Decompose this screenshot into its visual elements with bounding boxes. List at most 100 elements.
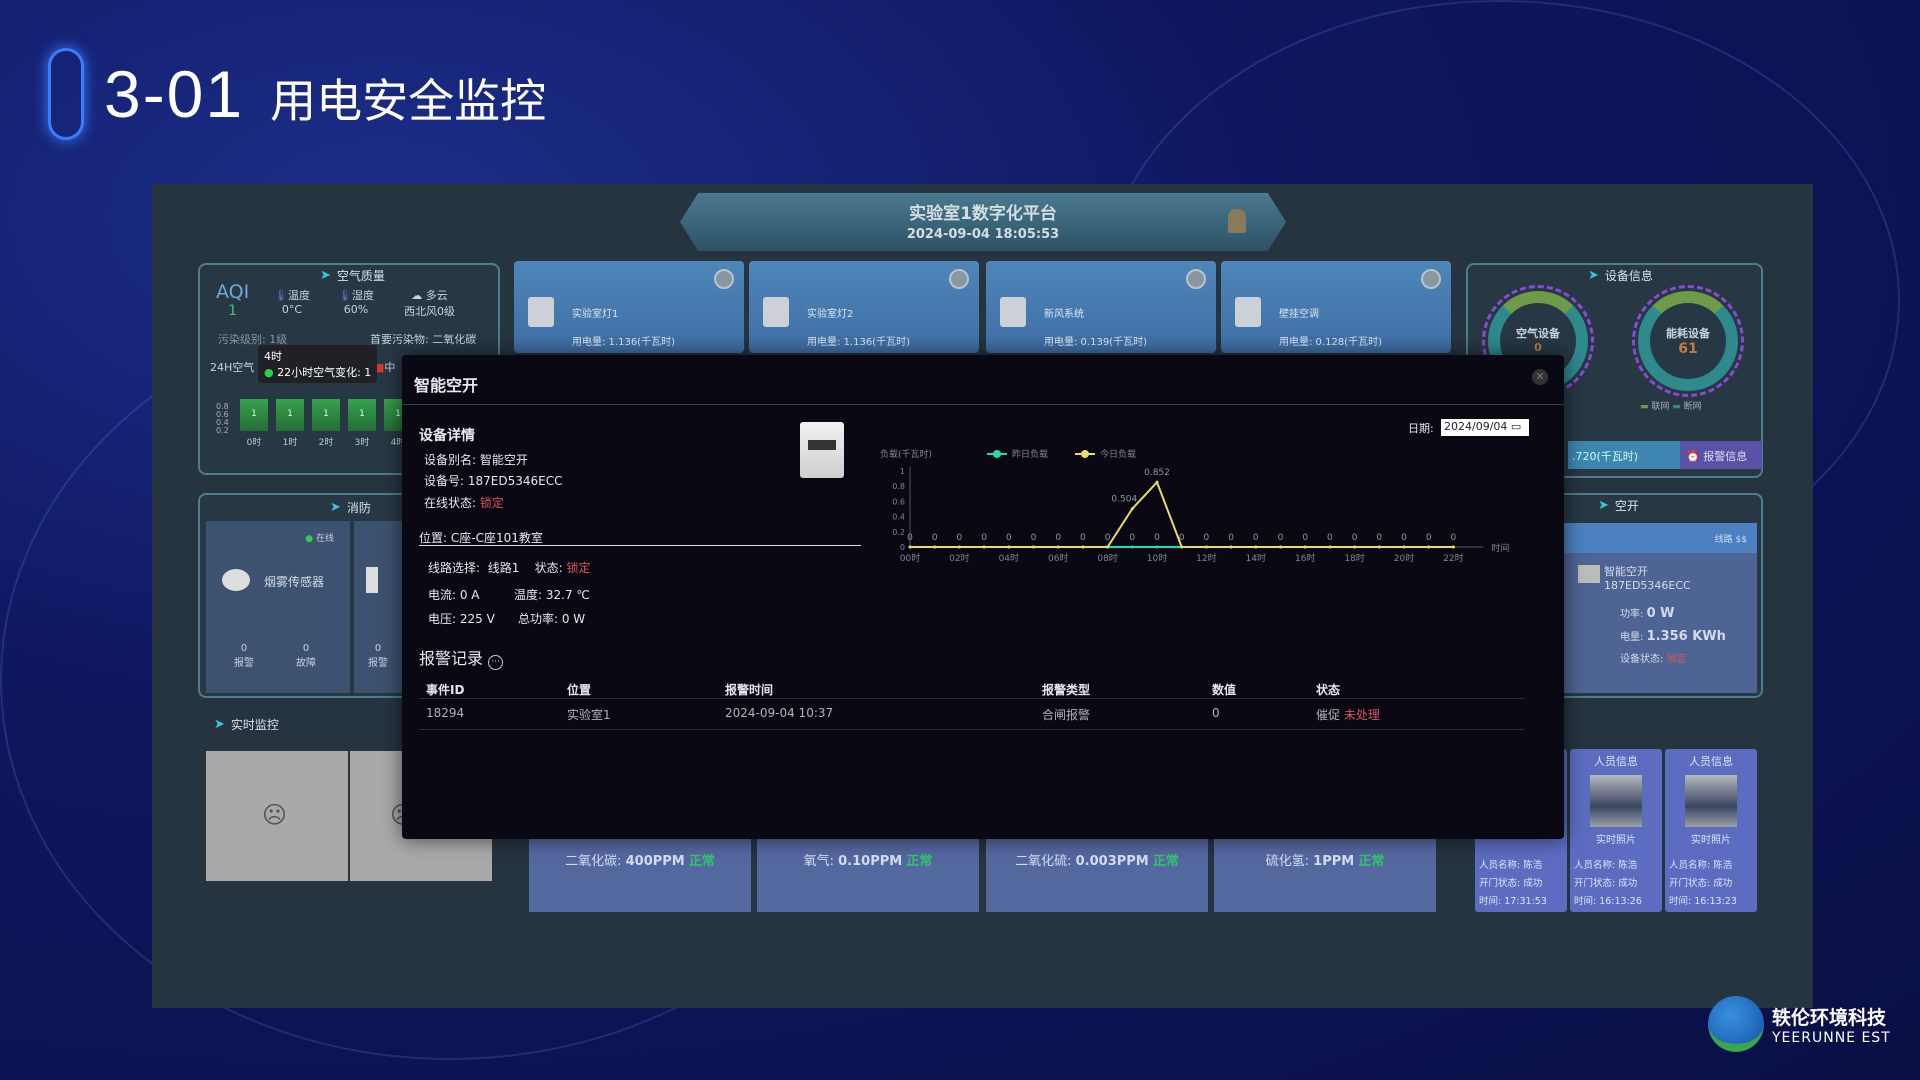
alarm-info-button[interactable]: ⏰ 报警信息 — [1680, 441, 1762, 469]
device-usage: 用电量: 0.128(千瓦时) — [1279, 337, 1382, 348]
device-usage: 用电量: 0.139(千瓦时) — [1044, 337, 1147, 348]
data-point[interactable] — [1279, 545, 1282, 549]
slide-number: 3-01 — [104, 57, 245, 131]
data-point[interactable] — [1130, 507, 1134, 511]
legend-marker[interactable] — [1081, 450, 1089, 458]
breaker-device-icon — [800, 422, 844, 478]
total-energy: .720(千瓦时) — [1568, 441, 1680, 469]
more-icon[interactable]: ··· — [488, 655, 504, 670]
panel-title: 消防 — [346, 501, 371, 515]
data-point[interactable] — [1081, 545, 1085, 549]
x-axis-label: 时间 — [1491, 542, 1509, 554]
data-label: 0 — [1253, 533, 1259, 543]
data-label: 0 — [1401, 533, 1407, 543]
data-point[interactable] — [1353, 545, 1357, 549]
power-icon[interactable] — [714, 269, 734, 289]
humidity-value: 60% — [343, 303, 369, 316]
y-tick-label: 0.6 — [892, 497, 905, 506]
device-name: 实验室灯1 — [572, 309, 619, 320]
y-tick: 0.8 — [216, 402, 229, 411]
y-tick: 0.6 — [216, 410, 229, 419]
gas-status: 正常 — [1358, 854, 1385, 869]
x-tick-label: 12时 — [1196, 552, 1216, 564]
modal-title: 智能空开 — [414, 376, 479, 395]
sensor-name: 烟雾传感器 — [264, 575, 325, 589]
data-point[interactable] — [1254, 545, 1258, 549]
legend-partial: 中 — [384, 361, 396, 374]
alarm-light-icon[interactable] — [1228, 209, 1246, 233]
table-cell: 合闸报警 — [1042, 708, 1091, 722]
air-yticks: 0.8 0.6 0.4 0.2 — [216, 403, 229, 435]
air-bar-group: 1 0时 — [240, 399, 268, 448]
data-point[interactable] — [1328, 545, 1332, 549]
data-point[interactable] — [1427, 545, 1431, 549]
data-point[interactable] — [1377, 545, 1381, 549]
gas-value: 0.003PPM — [1075, 854, 1149, 869]
data-point[interactable] — [1007, 545, 1011, 549]
y-tick-label: 0.4 — [892, 513, 905, 522]
location: 位置: C座-C座101教室 — [419, 531, 543, 545]
person-name: 人员名称: 陈浩 — [1479, 860, 1543, 871]
data-point[interactable] — [1204, 545, 1208, 549]
data-label: 0 — [957, 533, 963, 543]
data-point[interactable] — [957, 545, 961, 549]
data-point[interactable] — [908, 545, 912, 549]
x-tick-label: 18时 — [1344, 552, 1364, 564]
person-card[interactable]: 人员信息 实时照片 人员名称: 陈浩 开门状态: 成功 时间: 16:13:23 — [1665, 749, 1757, 912]
person-door: 开门状态: 成功 — [1479, 878, 1543, 889]
gas-status: 正常 — [1152, 854, 1179, 869]
air-bar-group: 1 2时 — [312, 399, 340, 448]
calendar-icon: ▭ — [1510, 420, 1522, 433]
wind: 西北风0级 — [404, 305, 455, 318]
thermometer-icon: 🌡 — [274, 289, 288, 302]
x-tick-label: 20时 — [1394, 552, 1414, 564]
data-point[interactable] — [1106, 545, 1110, 549]
legend-marker[interactable] — [993, 450, 1001, 458]
data-point[interactable] — [982, 545, 986, 549]
gas-value: 1PPM — [1313, 854, 1355, 869]
table-cell: 实验室1 — [567, 708, 611, 722]
data-point[interactable] — [1451, 545, 1455, 549]
power-icon[interactable] — [1186, 269, 1206, 289]
data-point[interactable] — [1303, 545, 1307, 549]
online-label: 在线状态: — [424, 496, 477, 510]
person-title: 人员信息 — [1689, 755, 1733, 768]
brand-logo-icon — [1708, 996, 1764, 1052]
table-cell: 0 — [1212, 706, 1220, 720]
chart-label: 24H空气 — [210, 361, 255, 374]
power-icon[interactable] — [949, 269, 969, 289]
urge-link[interactable]: 催促 — [1316, 708, 1341, 722]
device-card[interactable]: 实验室灯2 用电量: 1.136(千瓦时) — [749, 261, 979, 353]
voltage: 电压: 225 V — [428, 612, 495, 626]
data-point[interactable] — [1180, 545, 1184, 549]
device-card[interactable]: 实验室灯1 用电量: 1.136(千瓦时) — [514, 261, 744, 353]
power-icon[interactable] — [1421, 269, 1441, 289]
camera-feed[interactable]: ☹ — [206, 751, 348, 881]
temp-value: 0°C — [281, 303, 303, 316]
data-point[interactable] — [1130, 545, 1134, 549]
device-card[interactable]: 新风系统 用电量: 0.139(千瓦时) — [986, 261, 1216, 353]
data-point[interactable] — [1155, 480, 1159, 484]
data-point[interactable] — [1032, 545, 1035, 549]
person-title: 人员信息 — [1594, 755, 1638, 768]
air-bar-label: 2时 — [318, 438, 334, 448]
person-time: 时间: 16:13:23 — [1669, 896, 1737, 907]
data-point[interactable] — [1229, 545, 1233, 549]
divider — [402, 404, 1564, 405]
air-bar: 1 — [312, 399, 340, 431]
energy-device-ring: 能耗设备 61 — [1632, 285, 1744, 397]
x-tick-label: 10时 — [1147, 552, 1167, 564]
line-select[interactable]: 线路1 — [487, 561, 520, 575]
data-label: 0 — [1080, 533, 1086, 543]
close-icon[interactable]: ✕ — [1532, 369, 1548, 385]
device-card[interactable]: 壁挂空调 用电量: 0.128(千瓦时) — [1221, 261, 1451, 353]
date-input[interactable]: 2024/09/04 ▭ — [1441, 419, 1529, 436]
data-point[interactable] — [1402, 545, 1406, 549]
details-title: 设备详情 — [419, 428, 475, 444]
data-point[interactable] — [933, 545, 937, 549]
person-card[interactable]: 人员信息 实时照片 人员名称: 陈浩 开门状态: 成功 时间: 16:13:26 — [1570, 749, 1662, 912]
data-point[interactable] — [1056, 545, 1060, 549]
data-point[interactable] — [1155, 545, 1159, 549]
smart-breaker-modal: 智能空开 ✕ 设备详情 设备别名: 智能空开 设备号: 187ED5346ECC… — [402, 355, 1564, 839]
total-power: 总功率: 0 W — [518, 612, 586, 626]
